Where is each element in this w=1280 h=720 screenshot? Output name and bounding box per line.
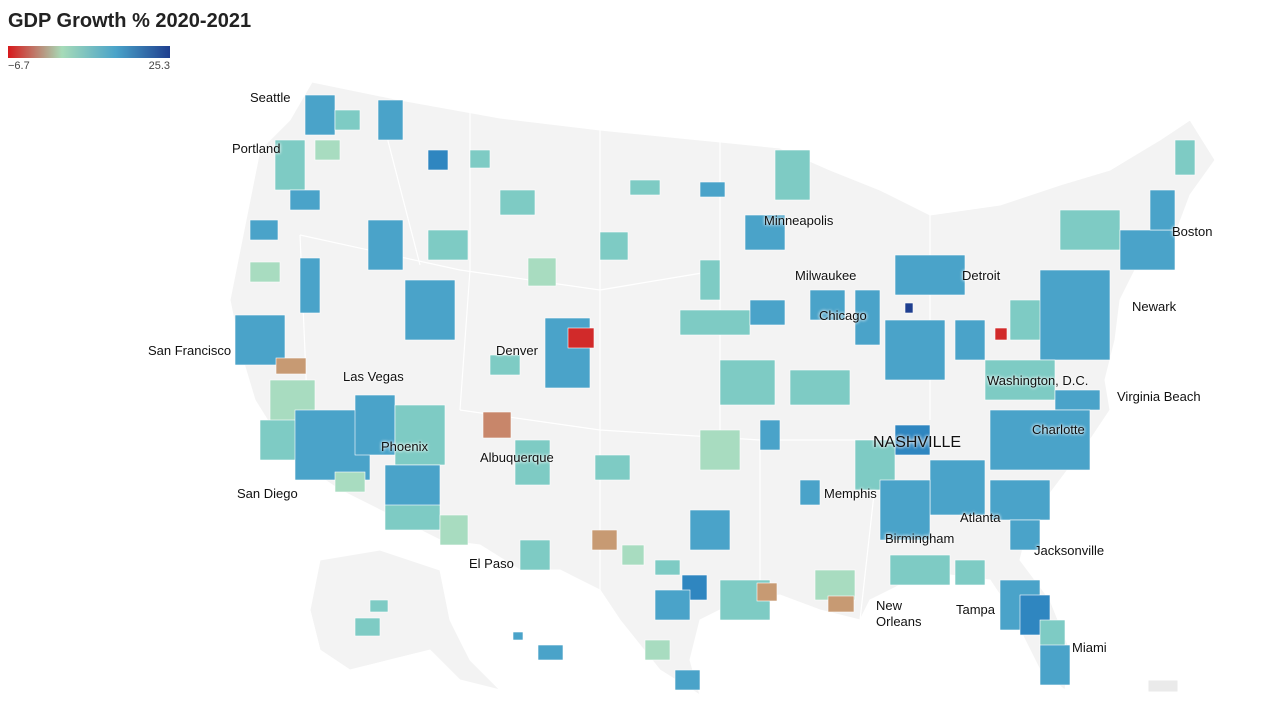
- city-label: New Orleans: [876, 598, 922, 629]
- city-label: Washington, D.C.: [987, 373, 1089, 388]
- city-label: Miami: [1072, 640, 1107, 655]
- map-title: GDP Growth % 2020-2021: [8, 10, 252, 32]
- city-label: Newark: [1132, 299, 1177, 314]
- city-label: Milwaukee: [795, 268, 857, 283]
- city-label: Denver: [496, 343, 538, 358]
- city-label: Virginia Beach: [1117, 389, 1201, 404]
- city-label: Boston: [1172, 224, 1213, 239]
- city-label: Chicago: [819, 308, 867, 323]
- city-label: Tampa: [956, 602, 996, 617]
- metro-areas: [234, 94, 1196, 691]
- city-label: Birmingham: [885, 531, 955, 546]
- city-label: San Francisco: [148, 343, 232, 358]
- city-label: Seattle: [250, 90, 291, 105]
- legend-gradient: [8, 46, 170, 58]
- city-label: Jacksonville: [1034, 543, 1105, 558]
- legend-max-label: 25.3: [148, 60, 170, 72]
- city-label: Detroit: [962, 268, 1001, 283]
- city-label: NASHVILLE: [873, 434, 962, 451]
- city-label: Memphis: [824, 486, 877, 501]
- legend-min-label: −6.7: [8, 60, 30, 72]
- city-label: Phoenix: [381, 439, 428, 454]
- city-label: Albuquerque: [480, 450, 554, 465]
- city-label: Portland: [232, 141, 281, 156]
- city-label: El Paso: [469, 556, 514, 571]
- city-label: Charlotte: [1032, 422, 1085, 437]
- city-label: Minneapolis: [764, 213, 834, 228]
- city-label: Las Vegas: [343, 369, 404, 384]
- city-label: Atlanta: [960, 510, 1001, 525]
- city-label: San Diego: [237, 486, 298, 501]
